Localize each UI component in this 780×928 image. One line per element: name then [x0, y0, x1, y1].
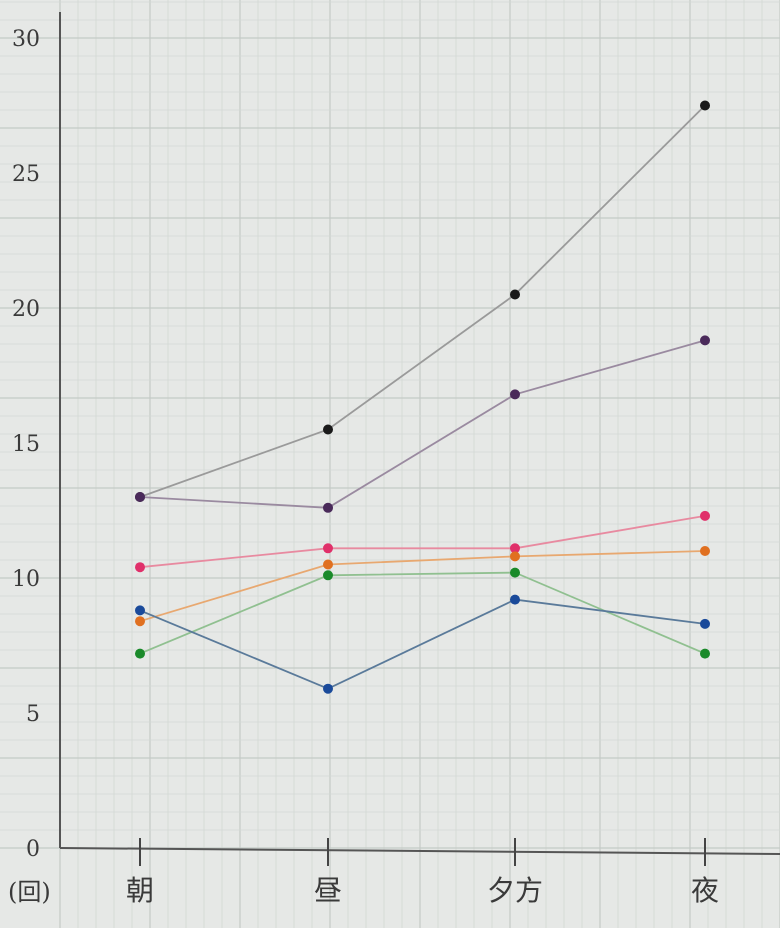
data-point	[510, 551, 520, 562]
data-point	[700, 648, 710, 659]
series-4	[135, 546, 710, 627]
x-tick-label: 夜	[691, 874, 719, 907]
x-tick-label: 夕方	[487, 874, 543, 907]
data-point	[135, 562, 145, 573]
series-2	[135, 335, 710, 513]
x-tick-label: 朝	[126, 874, 154, 907]
data-point	[323, 559, 333, 570]
x-axis	[59, 847, 780, 855]
x-tick-label: 昼	[314, 874, 342, 907]
series-3	[135, 510, 710, 573]
y-tick-labels: 0 5 10 15 20 25 30	[12, 27, 40, 862]
data-point	[510, 567, 520, 578]
data-point	[700, 100, 710, 111]
data-point	[323, 570, 333, 581]
y-tick-label: 30	[12, 27, 40, 52]
data-point	[700, 546, 710, 556]
series-group	[135, 100, 710, 694]
data-point	[135, 605, 145, 616]
data-point	[510, 543, 520, 554]
data-point	[135, 648, 145, 659]
data-point	[135, 616, 145, 627]
data-point	[700, 335, 710, 346]
axes	[59, 12, 780, 855]
y-tick-label: 25	[12, 162, 40, 187]
unit-label: (回)	[8, 878, 51, 906]
data-point	[323, 424, 333, 435]
y-tick-label: 20	[12, 297, 40, 322]
data-point	[323, 502, 333, 513]
data-point	[510, 289, 520, 300]
y-tick-label: 15	[12, 432, 40, 457]
series-line	[139, 571, 706, 655]
x-tick-labels: 朝 昼 夕方 夜	[126, 838, 719, 907]
y-tick-label: 5	[26, 702, 40, 727]
series-line	[139, 339, 706, 509]
data-point	[323, 543, 333, 554]
series-5	[135, 567, 710, 659]
series-line	[139, 598, 706, 690]
data-point	[510, 594, 520, 605]
series-line	[139, 550, 706, 623]
data-point	[700, 510, 710, 521]
series-6	[135, 594, 710, 694]
series-line	[139, 515, 706, 569]
data-point	[323, 683, 333, 694]
data-point	[510, 389, 520, 400]
series-line	[139, 104, 706, 498]
y-tick-label: 10	[12, 567, 40, 592]
data-point	[700, 618, 710, 629]
y-tick-label: 0	[26, 837, 40, 862]
series-1	[135, 100, 710, 502]
data-point	[135, 492, 145, 502]
